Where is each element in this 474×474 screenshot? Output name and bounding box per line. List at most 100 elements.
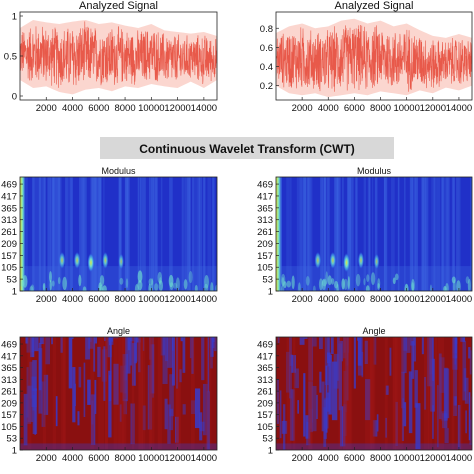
modulus-streak <box>289 177 292 291</box>
modulus-peak-blob <box>102 251 109 269</box>
angle-phase-band <box>458 337 463 450</box>
y-tick-label: 53 <box>262 434 273 445</box>
angle-phase-streak <box>34 337 39 352</box>
signal-series-line <box>276 25 472 92</box>
y-tick-label: 313 <box>257 375 273 386</box>
angle-phase-streak <box>97 346 101 378</box>
angle-phase-streak <box>297 400 299 414</box>
modulus-streak <box>124 177 129 291</box>
angle-phase-band <box>121 337 127 450</box>
modulus-speck <box>151 278 154 291</box>
angle-phase-band <box>61 337 67 450</box>
angle-phase-streak <box>164 398 168 430</box>
angle-phase-streak <box>122 370 127 394</box>
angle-phase-streak <box>26 337 32 353</box>
angle-phase-streak <box>88 337 94 349</box>
panel-signal-right: Analyzed Signal 2000 4000 6000 8000 10000 1200… <box>260 0 473 114</box>
x-tick-label: 6000 <box>344 103 365 114</box>
modulus-speck <box>318 278 323 291</box>
modulus-streak <box>299 177 302 291</box>
angle-phase-streak <box>74 383 77 407</box>
modulus-low-scale-band <box>276 266 472 291</box>
angle-phase-streak <box>403 337 408 351</box>
angle-phase-streak <box>41 381 46 427</box>
modulus-streak <box>91 177 94 291</box>
modulus-edge-effect <box>276 177 282 291</box>
angle-phase-streak <box>325 365 328 433</box>
modulus-streak <box>150 177 153 291</box>
modulus-streak <box>303 177 307 291</box>
modulus-speck <box>49 271 52 283</box>
modulus-streak <box>334 177 337 291</box>
angle-phase-streak <box>199 421 205 432</box>
modulus-speck <box>363 278 366 286</box>
angle-phase-streak <box>414 370 418 408</box>
x-tick-label: 10000 <box>393 453 419 464</box>
modulus-streak <box>99 177 101 291</box>
angle-phase-band <box>308 337 313 450</box>
angle-phase-band <box>423 337 430 450</box>
angle-phase-streak <box>290 355 296 373</box>
y-tick-label: 313 <box>1 375 17 386</box>
modulus-streak <box>160 177 163 291</box>
y-tick-label: 1 <box>12 446 17 457</box>
angle-phase-streak <box>288 337 292 399</box>
panel-modulus-left: Modulus 2000 4000 6000 8000 10000 12000 14000 15… <box>1 166 218 305</box>
plot-area <box>20 12 217 100</box>
angle-phase-streak <box>432 405 434 439</box>
angle-phase-streak <box>131 343 136 386</box>
y-tick-label: 209 <box>1 398 17 409</box>
modulus-streak <box>456 177 460 291</box>
modulus-streak <box>82 177 86 291</box>
x-tick-label: 4000 <box>62 103 83 114</box>
angle-phase-streak <box>109 337 112 381</box>
angle-phase-streak <box>311 385 317 432</box>
angle-low-scale-band <box>20 443 217 450</box>
x-tick-label: 2000 <box>292 453 313 464</box>
modulus-streak <box>334 177 338 291</box>
angle-phase-streak <box>175 337 179 389</box>
angle-phase-streak <box>206 391 211 450</box>
modulus-speck <box>321 279 327 291</box>
angle-phase-streak <box>94 337 98 344</box>
cwt-title: Continuous Wavelet Transform (CWT) <box>139 142 355 156</box>
angle-phase-band <box>42 337 47 450</box>
modulus-streak <box>404 177 406 291</box>
angle-phase-band <box>438 337 445 450</box>
modulus-speck <box>347 276 350 290</box>
x-tick-label: 8000 <box>370 453 391 464</box>
modulus-streak <box>52 177 57 291</box>
modulus-streak <box>169 177 173 291</box>
angle-phase-band <box>148 337 152 450</box>
modulus-speck <box>148 283 152 291</box>
x-tick-label: 12000 <box>420 294 446 305</box>
modulus-speck <box>57 277 61 285</box>
modulus-speck <box>355 273 361 287</box>
x-tick-label: 2000 <box>292 294 313 305</box>
modulus-peak-blob <box>373 253 380 270</box>
modulus-streak <box>296 177 300 291</box>
modulus-speck <box>451 276 456 284</box>
modulus-streak <box>126 177 129 291</box>
modulus-peak-blob <box>314 251 322 269</box>
x-tick-label: 6000 <box>344 294 365 305</box>
angle-phase-streak <box>469 419 472 445</box>
x-tick-label: 14000 <box>446 103 472 114</box>
angle-phase-streak <box>85 337 91 360</box>
axes-frame <box>275 11 473 101</box>
modulus-speck <box>283 281 287 289</box>
cwt-title-band <box>100 137 394 159</box>
modulus-speck <box>291 275 295 290</box>
y-tick-label: 261 <box>1 227 17 238</box>
angle-phase-streak <box>468 347 471 359</box>
chart-title: Modulus <box>357 166 392 176</box>
angle-phase-streak <box>345 337 349 366</box>
angle-phase-streak <box>286 351 290 393</box>
modulus-streak <box>152 177 156 291</box>
angle-phase-streak <box>113 337 119 339</box>
angle-phase-streak <box>32 360 37 391</box>
x-tick-label: 10000 <box>138 453 164 464</box>
modulus-speck <box>188 270 193 284</box>
angle-phase-streak <box>108 370 112 438</box>
y-tick-label: 261 <box>257 387 273 398</box>
